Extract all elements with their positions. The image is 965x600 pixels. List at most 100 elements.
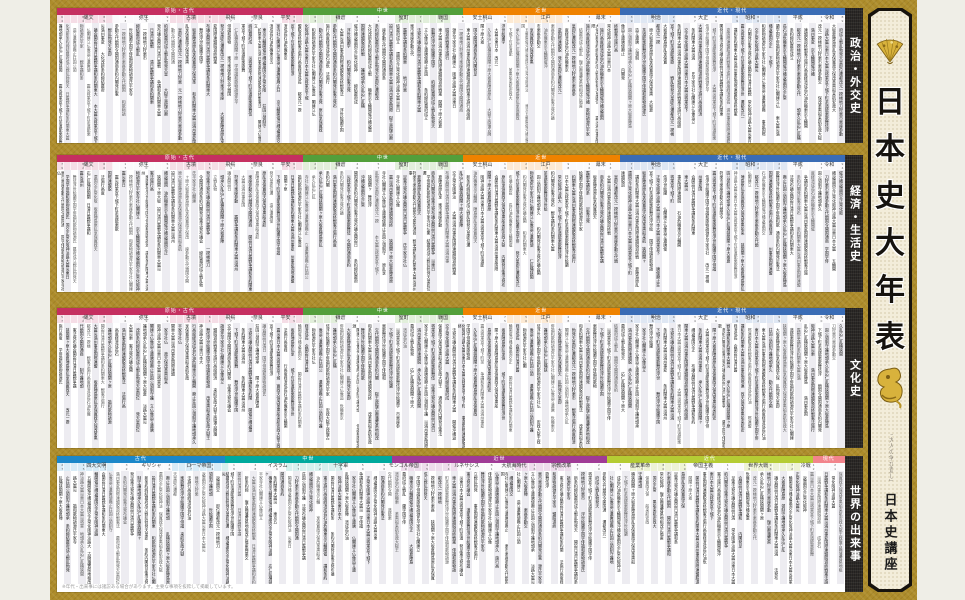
timeline-column: 約関東大震災満州事変国際連盟脱退終戦憲法施行: [570, 170, 578, 292]
timeline-column: 油危機東京五輪開 陣島原乱享保寛政天: [471, 170, 479, 292]
timeline-column: 荘園公領制守護地頭承久 勤交代鎖国令開: [767, 323, 775, 448]
timeline-column: 護地頭承久乱応仁乱桶狭間関ヶ原大坂夏 淡路大震災: [141, 323, 149, 448]
year-tick-label: 14: [840, 315, 845, 323]
year-header-cell: [64, 315, 72, 323]
timeline-column: 交正常化阪神淡 大震災満州事変国際連盟脱退終戦憲: [450, 170, 458, 292]
era-segment-label: 中世: [376, 308, 389, 314]
timeline-column: 廃止荘園公領制守護地頭承久乱応仁乱桶狭間関ヶ原大坂夏陣島: [781, 170, 789, 292]
year-header-cell: 56: [267, 15, 275, 23]
year-header-cell: 66: [732, 162, 740, 170]
year-tick-label: 80: [460, 162, 465, 170]
year-tick-label: 52: [165, 162, 170, 170]
timeline-column: 布議会開設 長石油危機東京五輪開催: [507, 170, 515, 292]
year-tick-label: 16: [532, 463, 537, 471]
year-header-cell: [758, 463, 766, 471]
timeline-column: 度経済成長石油危機東京: [563, 23, 571, 143]
year-header-cell: 14: [373, 15, 381, 23]
timeline-column: 縄返還国交正常化阪神淡路大震災東日本大震 五輪開: [830, 170, 838, 292]
timeline-column: 催沖縄返還国交正常化阪神 締結幕府成: [352, 23, 360, 143]
year-tick-label: 90: [382, 463, 387, 471]
year-header-cell: [303, 162, 311, 170]
timeline-column: 幕府成立戦乱 蘭学国学俳: [400, 471, 408, 592]
timeline-column: 代鎖国令開国通商 制守護地頭: [78, 323, 86, 448]
timeline-entry-text: 約内閣発足憲法発布議会開設日清日露戦争: [724, 472, 729, 548]
year-header-cell: 15: [204, 162, 212, 170]
timeline-column: 浮世絵蘭学: [499, 23, 507, 143]
timeline-entry-text: 設日清日露戦争講和条約関東 和歌物語源氏平家寺社仏閣建立: [151, 476, 156, 592]
year-tick-label: 55: [334, 315, 339, 323]
timeline-entry-text: 結幕府成立戦乱勃発天皇即位遷 縄返還国交正常化阪神淡路大震災: [221, 472, 229, 592]
year-header-cell: [528, 162, 536, 170]
timeline-column: 園公領制守護地頭承久乱応仁乱桶狭間関ヶ原大坂夏陣島: [823, 323, 831, 448]
year-header-cell: [324, 162, 332, 170]
timeline-entry-text: 災満州事変 大化改新条約締結幕府: [100, 24, 105, 92]
year-header-cell: [169, 15, 177, 23]
year-tick-label: 64: [397, 162, 402, 170]
year-header-cell: [591, 162, 599, 170]
year-header-cell: 10: [457, 15, 465, 23]
timeline-entry-text: 化阪神淡路大震災東日本大震災将軍宣下城: [304, 24, 309, 100]
year-tick-label: 48: [713, 315, 718, 323]
timeline-entry-text: 狩楽市楽座参勤交代鎖国令: [719, 171, 724, 219]
year-header-cell: [148, 15, 156, 23]
year-header-cell: 89: [837, 15, 845, 23]
timeline-entry-text: 輪開催沖縄返還国交正 開設日清日露戦争講和条約関東: [508, 324, 513, 432]
timeline-entry-text: 夏陣島原乱享保寛政天保改革黒船来航: [255, 171, 260, 239]
timeline-column: 和歌物語源氏平家寺社仏閣建立仏像造立遣唐使廃 事変国際: [760, 23, 768, 143]
year-header-cell: 46: [647, 162, 655, 170]
timeline-entry-text: 勃発天皇即位遷都改元一揆検地刀狩楽市 戦憲法施行高度経済: [571, 328, 576, 444]
year-tick-label: 46: [167, 463, 172, 471]
timeline-column: 返還国交 即位遷都改元一揆検地刀: [214, 471, 222, 592]
timeline-entry-text: 護地頭承久乱応仁乱桶狭間関ヶ原 諧和歌物語源: [107, 328, 112, 424]
timeline-entry-text: 際連盟脱退終戦憲法施行高度経済成長石油 際連盟: [747, 328, 752, 428]
timeline-column: 満州事変国際連盟脱 承久乱応仁乱桶狭間関: [415, 323, 423, 448]
year-header-cell: 24: [207, 463, 215, 471]
year-header-cell: 66: [267, 162, 275, 170]
timeline-entry-text: 領制守護地頭 世絵蘭学国: [208, 472, 213, 528]
timeline-column: 際連盟脱退終戦憲法施行高度経済成長石油 際連盟: [746, 323, 754, 448]
year-header-cell: [612, 15, 620, 23]
timeline-column: 舞伎浮世絵蘭: [647, 323, 655, 448]
timeline-entry-text: 条約関東大震災満州事変 条約関東大震災満州: [663, 328, 668, 420]
year-tick-label: 90: [144, 162, 149, 170]
year-header-cell: 48: [744, 463, 752, 471]
year-header-cell: [328, 463, 337, 471]
year-tick-label: 95: [777, 315, 782, 323]
year-header-cell: 74: [443, 463, 451, 471]
timeline-column: 開設日清日露 日清日露戦争講: [235, 471, 244, 592]
year-header-cell: [64, 15, 72, 23]
year-header-cell: 34: [689, 315, 697, 323]
timeline-column: 大震災東日本 改元一: [492, 23, 500, 143]
year-header-cell: [485, 162, 493, 170]
timeline-column: 油危機東京五輪開催沖: [542, 23, 550, 143]
era-segment-label: 近世: [493, 456, 506, 462]
year-header-cell: [366, 315, 374, 323]
year-header-cell: [338, 15, 346, 23]
timeline-column: 下城下町茶道能楽歌舞伎浮世絵蘭学国: [598, 323, 606, 448]
timeline-column: 交代鎖国令開国通商条約内閣発 獄王政復古廃藩置県地租改: [584, 323, 592, 448]
year-tick-label: 59: [403, 463, 408, 471]
year-header-cell: [479, 463, 487, 471]
year-header-cell: [767, 162, 775, 170]
timeline-column: 常化阪神 復古廃藩置県地租改正殖産: [658, 471, 666, 592]
timeline-entry-text: 舞伎浮世絵蘭学国学俳諧和歌物語 改革黒船来航安政大獄王: [206, 328, 211, 440]
timeline-entry-text: 源氏平家寺社仏閣建立 阪神淡路大震災東日: [452, 28, 457, 108]
year-header-cell: [672, 463, 680, 471]
year-tick-label: 53: [460, 315, 465, 323]
year-header-cell: 39: [626, 15, 634, 23]
timeline-column: 揆検地刀狩楽市楽座参勤交代鎖国 和歌物語源氏平家寺社仏閣建: [127, 170, 135, 292]
timeline-entry-text: 大震災東 憲法発布議会開: [128, 324, 133, 372]
year-header-cell: [324, 15, 332, 23]
year-header-cell: [321, 463, 329, 471]
year-header-cell: [577, 162, 585, 170]
timeline-entry-text: 足憲法発布議会開設日清日露戦争講和条: [674, 472, 679, 544]
year-header-cell: [661, 15, 669, 23]
timeline-entry-text: 度経済成長石油危機東京五輪開催: [810, 171, 815, 231]
year-header-cell: 50: [357, 463, 365, 471]
era-color-bar: 原始・古代 中世 近世 近代・現代: [57, 8, 845, 15]
timeline-entry-text: 縄返還国交正 下城下: [768, 24, 773, 68]
timeline-entry-text: 検地刀狩楽市楽座参勤 復古廃藩置県: [767, 472, 772, 544]
timeline-column: 神淡路大震災東日本大: [197, 323, 205, 448]
timeline-column: 護地頭承久乱応仁乱桶狭間関ヶ原 諧和歌物語源: [106, 323, 114, 448]
timeline-column: 締結幕府成立戦乱: [134, 23, 142, 143]
